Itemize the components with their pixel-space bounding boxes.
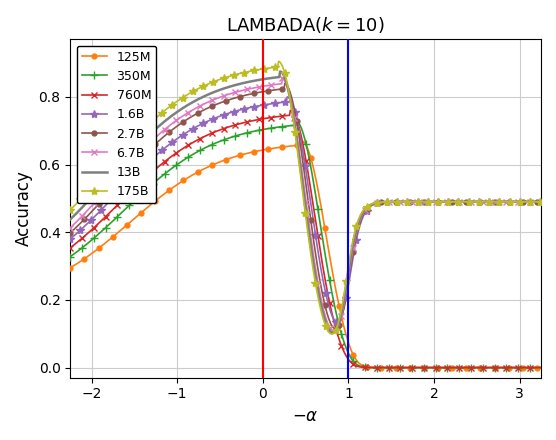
125M [150,200,157,205]
125M [538,365,544,370]
2.7B [423,199,430,205]
13B [423,199,430,205]
13B [538,199,544,205]
175B [150,117,157,123]
175B [329,331,335,337]
13B [383,199,390,205]
350M [292,118,299,123]
13B [188,100,195,106]
2.7B [150,143,157,148]
175B [281,68,287,73]
6.7B [150,136,157,142]
125M [299,138,305,143]
Title: LAMBADA($k = 10$): LAMBADA($k = 10$) [226,15,385,35]
Legend: 125M, 350M, 760M, 1.6B, 2.7B, 6.7B, 13B, 175B: 125M, 350M, 760M, 1.6B, 2.7B, 6.7B, 13B,… [77,46,156,203]
760M [345,357,352,362]
1.6B [280,99,286,105]
Line: 175B: 175B [66,57,545,338]
350M [188,153,195,158]
760M [382,365,389,370]
760M [538,365,544,370]
350M [150,180,157,186]
760M [150,168,157,173]
2.7B [281,81,288,86]
1.6B [334,319,341,325]
2.7B [383,199,390,205]
Line: 2.7B: 2.7B [68,81,543,331]
13B [67,217,73,222]
Line: 1.6B: 1.6B [66,93,545,326]
350M [422,365,429,370]
1.6B [284,94,290,99]
175B [275,59,282,64]
125M [188,173,195,178]
6.7B [67,225,73,231]
2.7B [280,86,286,92]
760M [67,245,73,250]
350M [538,365,544,370]
6.7B [346,269,353,274]
2.7B [67,230,73,235]
6.7B [538,199,544,205]
6.7B [423,199,430,205]
175B [67,207,73,213]
125M [382,365,389,370]
350M [382,365,389,370]
Line: 125M: 125M [68,139,543,370]
175B [346,258,353,264]
Y-axis label: Accuracy: Accuracy [15,171,33,246]
2.7B [538,199,544,205]
125M [280,144,286,150]
2.7B [332,326,339,331]
175B [538,199,544,205]
1.6B [150,155,157,160]
760M [188,141,195,146]
1.6B [67,236,73,242]
350M [280,124,286,129]
760M [280,113,286,118]
1.6B [188,127,195,132]
1.6B [383,199,390,205]
2.7B [188,114,195,119]
760M [422,365,429,370]
6.7B [281,77,287,82]
Line: 6.7B: 6.7B [67,75,544,335]
1.6B [423,199,430,205]
175B [383,199,390,205]
2.7B [346,274,353,279]
1.6B [538,199,544,205]
125M [345,340,352,345]
Line: 350M: 350M [66,117,545,372]
125M [67,265,73,270]
1.6B [346,278,353,283]
6.7B [279,76,286,81]
6.7B [330,329,337,334]
Line: 760M: 760M [67,107,544,371]
13B [150,128,157,133]
175B [188,90,195,95]
760M [287,108,294,113]
125M [422,365,429,370]
6.7B [188,108,195,114]
350M [67,254,73,259]
6.7B [383,199,390,205]
350M [345,351,352,356]
13B [329,330,336,336]
13B [277,69,284,74]
Line: 13B: 13B [70,71,541,333]
13B [346,264,353,269]
175B [423,199,430,205]
X-axis label: $-\alpha$: $-\alpha$ [292,407,319,425]
13B [281,73,287,79]
